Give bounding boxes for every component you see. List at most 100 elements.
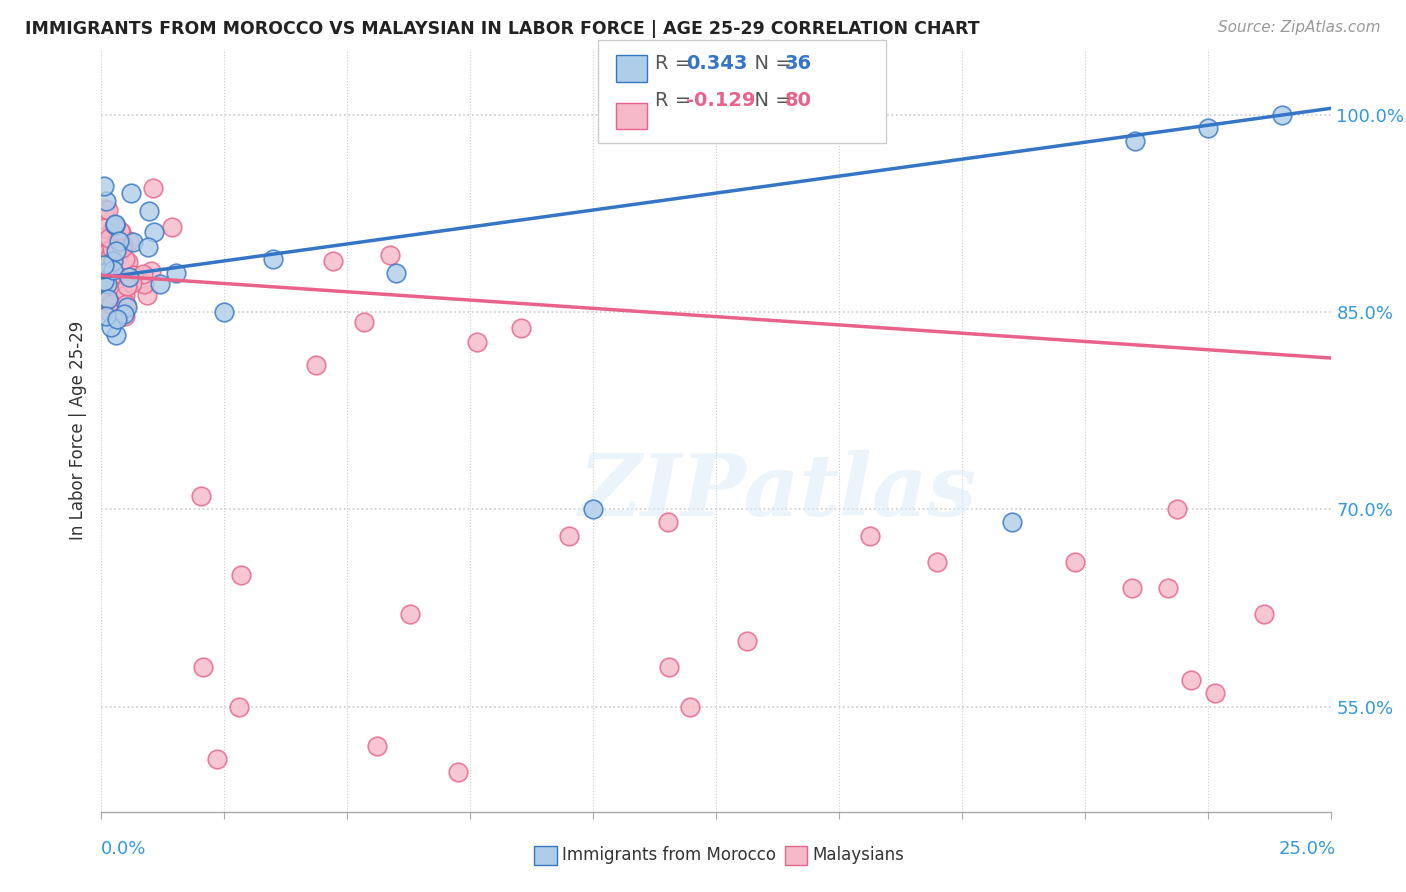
Text: N =: N = [742,54,799,72]
Point [1001,516,1024,530]
Point [366,739,388,753]
Text: 36: 36 [785,54,811,72]
Point [93,274,115,288]
Text: R =: R = [655,91,697,110]
Point [104,217,127,231]
Point [322,253,344,268]
Point [120,186,142,200]
Point [447,765,470,780]
Point [262,252,284,267]
Point [1253,607,1275,622]
Point [98,273,121,287]
Point [104,218,127,232]
Point [131,268,153,282]
Point [510,321,533,335]
Point [104,244,127,258]
Point [93,252,115,266]
Point [1271,108,1294,122]
Point [1180,673,1202,688]
Point [93,260,115,275]
Point [97,292,120,306]
Point [96,265,118,279]
Point [96,277,118,291]
Point [1166,502,1188,516]
Point [582,502,605,516]
Text: 80: 80 [785,91,811,110]
Point [117,269,139,284]
Point [142,181,165,195]
Point [114,252,136,266]
Point [142,225,165,239]
Point [101,254,124,268]
Point [859,528,882,542]
Point [231,568,253,582]
Point [165,266,187,280]
Point [105,311,128,326]
Point [114,288,136,302]
Point [112,238,135,252]
Point [96,263,118,277]
Text: Source: ZipAtlas.com: Source: ZipAtlas.com [1218,20,1381,35]
Point [1121,581,1143,595]
Point [100,297,122,311]
Point [118,234,141,248]
Point [93,265,115,279]
Point [115,297,138,311]
Point [104,218,127,232]
Text: N =: N = [742,91,799,110]
Point [100,242,122,256]
Point [94,194,117,209]
Point [105,327,128,342]
Text: 25.0%: 25.0% [1278,840,1336,858]
Point [136,288,159,302]
Y-axis label: In Labor Force | Age 25-29: In Labor Force | Age 25-29 [69,321,87,540]
Point [139,264,162,278]
Point [353,315,375,329]
Point [117,254,139,268]
Point [1123,134,1146,148]
Point [735,633,758,648]
Point [122,268,145,282]
Point [465,334,488,349]
Point [162,220,184,235]
Point [110,225,132,239]
Point [399,607,422,622]
Point [96,268,118,282]
Point [558,528,581,542]
Text: 0.343: 0.343 [686,54,748,72]
Point [927,555,949,569]
Point [108,234,131,248]
Point [214,305,236,319]
Point [108,236,131,251]
Point [1064,555,1087,569]
Point [96,246,118,260]
Point [98,305,121,319]
Point [679,699,702,714]
Point [107,285,129,299]
Point [205,752,228,766]
Text: -0.129: -0.129 [686,91,755,110]
Point [657,516,679,530]
Point [98,230,121,244]
Point [101,222,124,236]
Point [111,241,134,255]
Point [94,202,117,216]
Point [100,249,122,263]
Point [107,247,129,261]
Point [378,248,401,262]
Point [105,232,128,246]
Point [93,266,115,280]
Text: IMMIGRANTS FROM MOROCCO VS MALAYSIAN IN LABOR FORCE | AGE 25-29 CORRELATION CHAR: IMMIGRANTS FROM MOROCCO VS MALAYSIAN IN … [25,20,980,37]
Text: R =: R = [655,54,697,72]
Point [93,178,115,193]
Point [98,250,121,264]
Text: ZIPatlas: ZIPatlas [579,450,977,533]
Point [96,309,118,323]
Point [93,284,115,298]
Point [122,235,145,249]
Point [228,699,250,714]
Point [190,489,212,503]
Text: Malaysians: Malaysians [813,846,904,863]
Point [138,204,160,219]
Point [132,277,155,291]
